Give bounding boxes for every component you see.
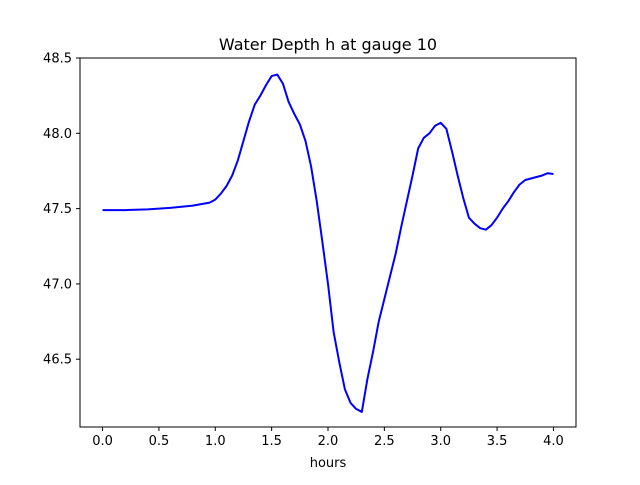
plot-area: [102, 73, 554, 413]
x-tick-label: 3.0: [430, 434, 451, 449]
series-line-0: [102, 73, 554, 413]
x-tick-label: 3.5: [487, 434, 508, 449]
x-tick-label: 4.0: [543, 434, 564, 449]
x-tick-label: 1.0: [205, 434, 226, 449]
y-tick-label: 47.0: [43, 277, 72, 292]
x-tick-label: 1.5: [261, 434, 282, 449]
x-axis-title: hours: [310, 456, 347, 471]
x-tick-label: 0.0: [92, 434, 113, 449]
x-tick-label: 2.0: [318, 434, 339, 449]
x-tick-label: 2.5: [374, 434, 395, 449]
y-tick-label: 48.5: [43, 52, 72, 67]
y-tick-label: 46.5: [43, 353, 72, 368]
chart-title: Water Depth h at gauge 10: [219, 35, 437, 54]
x-tick-label: 0.5: [149, 434, 170, 449]
y-tick-label: 47.5: [43, 202, 72, 217]
y-tick-label: 48.0: [43, 127, 72, 142]
axes: 0.0 0.5 1.0 1.5 2.0 2.5 3.0 3.5 4.0 46.5 47.0 47.5 4…: [43, 52, 577, 449]
